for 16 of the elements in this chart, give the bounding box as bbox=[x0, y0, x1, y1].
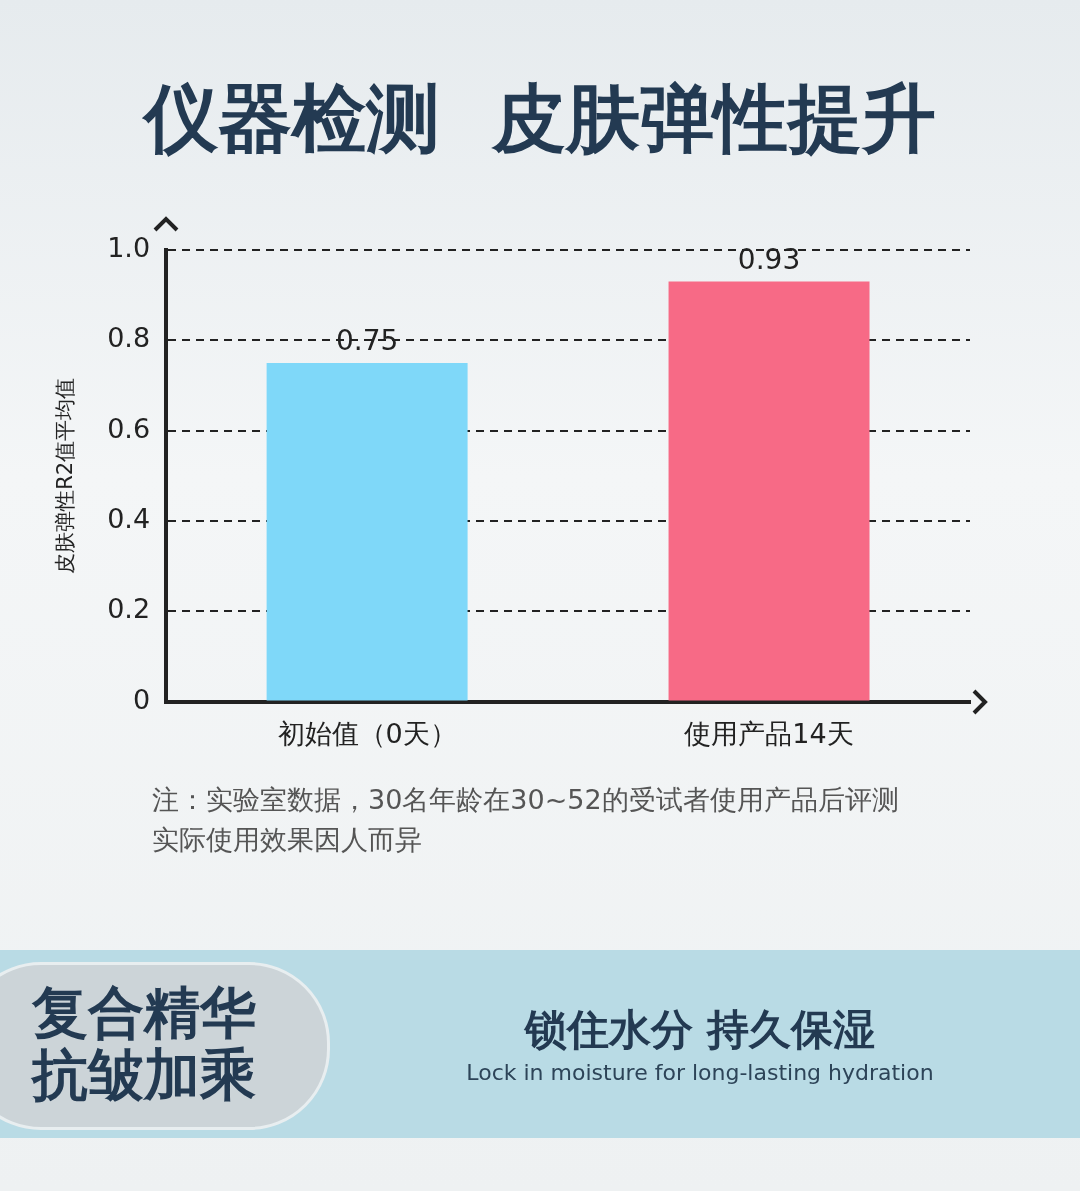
y-tick-label: 0.2 bbox=[107, 593, 151, 625]
text: 锁住水分 持久保湿 bbox=[523, 1004, 877, 1056]
y-tick-label: 0.6 bbox=[107, 412, 151, 444]
y-tick-label: 0.8 bbox=[107, 322, 151, 354]
text: 实际使用效果因人而异 bbox=[152, 823, 423, 857]
text: 注：实验室数据，30名年龄在30~52的受试者使用产品后评测 bbox=[152, 783, 899, 817]
y-tick-label: 0 bbox=[132, 683, 151, 715]
y-axis-title: 皮肤弹性R2值平均值 bbox=[53, 377, 78, 574]
text: 抗皱加乘 bbox=[32, 1042, 256, 1107]
y-tick-label: 1.0 bbox=[107, 232, 151, 264]
text: Lock in moisture for long-lasting hydration bbox=[465, 1060, 935, 1085]
chart-title: 仪器检测 皮肤弹性提升 bbox=[141, 74, 937, 163]
text: 复合精华 bbox=[32, 980, 256, 1045]
y-tick-label: 0.4 bbox=[107, 502, 151, 534]
x-tick-label: 使用产品14天 bbox=[684, 717, 854, 749]
x-tick-label: 初始值（0天） bbox=[277, 717, 457, 749]
